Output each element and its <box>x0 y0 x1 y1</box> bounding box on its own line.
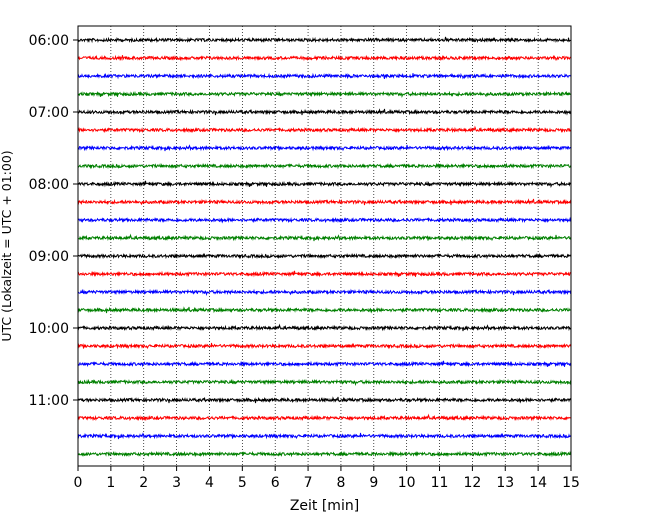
trace-line <box>77 233 572 242</box>
x-tick-label: 10 <box>398 475 416 491</box>
x-tick-label: 1 <box>106 475 115 491</box>
x-tick-label: 2 <box>139 475 148 491</box>
trace-line <box>77 162 572 170</box>
x-tick-label: 5 <box>238 475 247 491</box>
y-tick-label: 06:00 <box>29 33 69 49</box>
trace-line <box>77 180 572 188</box>
trace-line <box>77 198 572 206</box>
trace-series <box>77 36 572 458</box>
trace-line <box>77 216 572 224</box>
x-tick-label: 7 <box>304 475 313 491</box>
y-axis-label: UTC (Lokalzeit = UTC + 01:00) <box>0 150 14 341</box>
trace-line <box>77 396 572 404</box>
trace-line <box>77 54 572 62</box>
trace-line <box>77 36 572 44</box>
x-tick-label: 9 <box>369 475 378 491</box>
trace-line <box>77 270 572 278</box>
x-axis: 0 1 2 3 4 5 6 7 8 9 10 11 12 13 14 15 <box>74 466 580 491</box>
x-tick-label: 3 <box>172 475 181 491</box>
trace-line <box>77 125 572 134</box>
x-tick-label: 12 <box>463 475 481 491</box>
trace-line <box>77 432 572 440</box>
y-axis: 06:00 07:00 08:00 09:00 10:00 11:00 <box>29 33 78 409</box>
x-tick-label: 11 <box>431 475 449 491</box>
x-tick-label: 6 <box>271 475 280 491</box>
y-tick-label: 09:00 <box>29 249 69 265</box>
trace-line <box>77 144 572 152</box>
grid-lines <box>110 26 539 466</box>
x-tick-label: 15 <box>562 475 580 491</box>
trace-line <box>77 450 572 458</box>
trace-line <box>77 108 572 116</box>
y-tick-label: 11:00 <box>29 393 69 409</box>
plot-frame <box>77 25 572 467</box>
trace-line <box>77 252 572 260</box>
trace-line <box>77 378 572 386</box>
x-tick-label: 14 <box>529 475 547 491</box>
y-tick-label: 07:00 <box>29 105 69 121</box>
trace-line <box>77 342 572 350</box>
x-tick-label: 8 <box>336 475 345 491</box>
y-tick-label: 08:00 <box>29 177 69 193</box>
trace-line <box>77 72 572 80</box>
y-tick-label: 10:00 <box>29 321 69 337</box>
x-axis-label: Zeit [min] <box>290 498 359 514</box>
trace-line <box>77 90 572 98</box>
x-tick-label: 0 <box>74 475 83 491</box>
x-tick-label: 13 <box>496 475 514 491</box>
trace-line <box>77 306 572 314</box>
x-tick-label: 4 <box>205 475 214 491</box>
trace-line <box>77 323 572 332</box>
trace-line <box>77 413 572 422</box>
trace-line <box>77 360 572 368</box>
trace-line <box>77 288 572 296</box>
